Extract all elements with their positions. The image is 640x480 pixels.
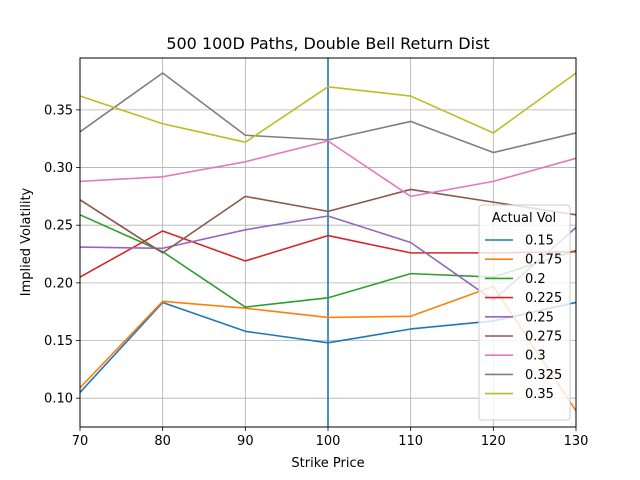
legend-label: 0.35 xyxy=(525,387,554,402)
y-tick-label: 0.35 xyxy=(44,103,73,118)
y-axis-label: Implied Volatility xyxy=(19,187,34,296)
legend-items: 0.15 0.175 0.2 0.225 0.25 0.275 0.3 0.325 0.35 xyxy=(485,234,562,402)
series-line-0.275 xyxy=(79,188,577,254)
legend-label: 0.3 xyxy=(525,349,546,364)
x-tick-label: 110 xyxy=(398,434,423,449)
x-tick-label: 130 xyxy=(564,434,589,449)
series-line-0.325 xyxy=(79,72,577,154)
legend-label: 0.325 xyxy=(525,368,562,383)
y-tick-label: 0.10 xyxy=(44,392,73,407)
legend-label: 0.2 xyxy=(525,272,546,287)
x-tick-label: 120 xyxy=(481,434,506,449)
series-line-0.35 xyxy=(79,72,577,143)
x-axis-ticks: 70 80 90 100 110 120 130 xyxy=(72,427,589,449)
y-tick-label: 0.15 xyxy=(44,334,73,349)
legend-label: 0.15 xyxy=(525,234,554,249)
legend-label: 0.25 xyxy=(525,310,554,325)
series-line-0.3 xyxy=(79,140,577,198)
chart-title: 500 100D Paths, Double Bell Return Dist xyxy=(166,34,489,53)
legend-label: 0.175 xyxy=(525,253,562,268)
legend-label: 0.225 xyxy=(525,291,562,306)
x-axis-label: Strike Price xyxy=(291,456,364,471)
y-axis-ticks: 0.10 0.15 0.20 0.25 0.30 0.35 xyxy=(44,103,80,407)
y-tick-label: 0.20 xyxy=(44,276,73,291)
x-tick-label: 80 xyxy=(154,434,171,449)
y-tick-label: 0.25 xyxy=(44,219,73,234)
x-tick-label: 70 xyxy=(72,434,89,449)
legend-label: 0.275 xyxy=(525,330,562,345)
x-tick-label: 90 xyxy=(237,434,254,449)
x-tick-label: 100 xyxy=(316,434,341,449)
legend: Actual Vol 0.15 0.175 0.2 0.225 0.25 0.275 0.3… xyxy=(478,204,571,421)
legend-title: Actual Vol xyxy=(492,211,556,226)
y-tick-label: 0.30 xyxy=(44,161,73,176)
